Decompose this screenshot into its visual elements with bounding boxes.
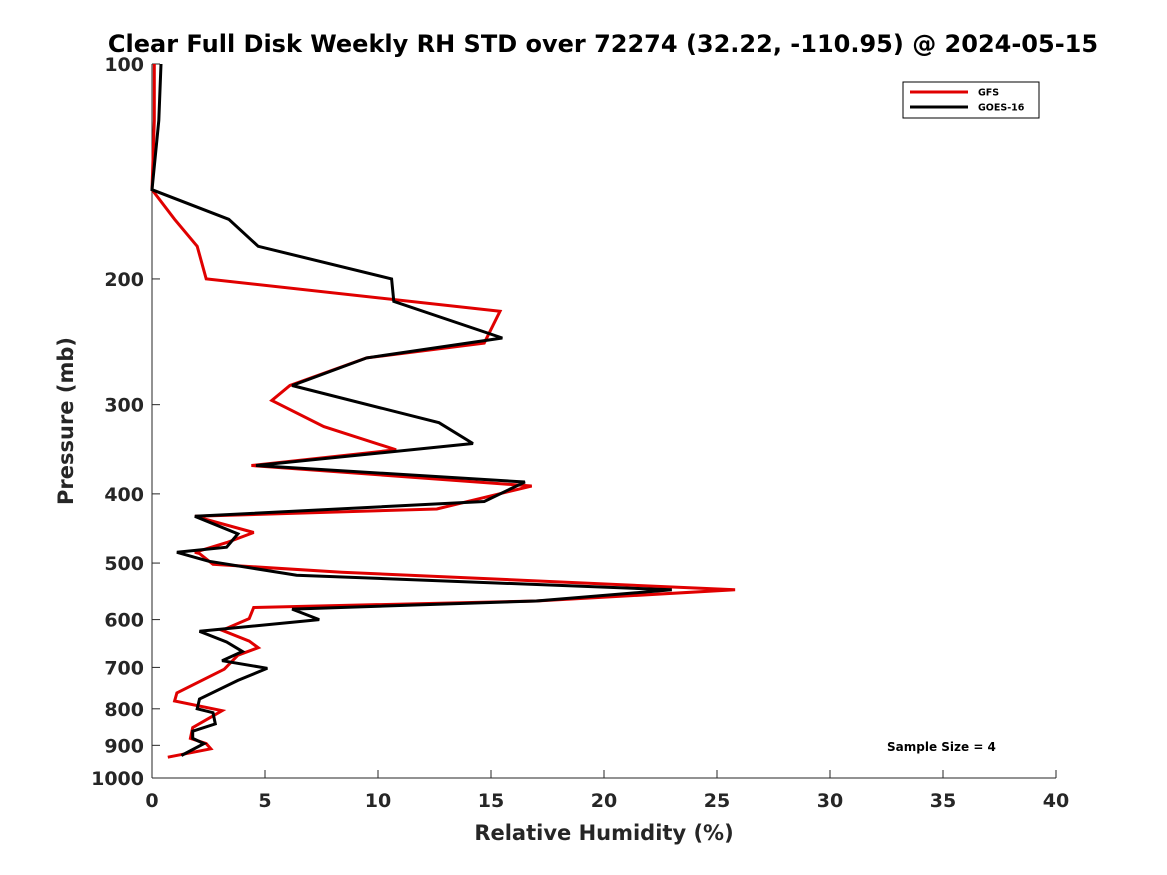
- x-tick-label: 10: [365, 790, 391, 812]
- x-axis-label: Relative Humidity (%): [474, 821, 733, 845]
- y-tick-label: 700: [104, 657, 144, 679]
- y-tick-label: 100: [104, 54, 144, 76]
- y-tick-label: 400: [104, 484, 144, 506]
- plot-area: 0 5 10 15 20 25 30 35 40 100 200 300 400 500 600 700 80…: [91, 54, 1069, 812]
- x-tick-label: 0: [145, 790, 158, 812]
- series-line-gfs: [150, 64, 736, 759]
- y-tick-label: 200: [104, 269, 144, 291]
- x-ticks: 0 5 10 15 20 25 30 35 40: [145, 770, 1069, 812]
- x-tick-label: 30: [817, 790, 843, 812]
- x-tick-label: 15: [478, 790, 504, 812]
- y-ticks: 100 200 300 400 500 600 700 800 900 1000: [91, 54, 160, 790]
- y-tick-label: 1000: [91, 768, 144, 790]
- y-tick-label: 800: [104, 699, 144, 721]
- y-tick-label: 500: [104, 553, 144, 575]
- y-tick-label: 900: [104, 735, 144, 757]
- x-tick-label: 25: [704, 790, 730, 812]
- legend-box: [902, 81, 1040, 119]
- legend-label-goes16: GOES-16: [978, 103, 1025, 114]
- y-tick-label: 600: [104, 610, 144, 632]
- y-tick-label: 300: [104, 395, 144, 417]
- series-line-goes16: [150, 63, 672, 757]
- series-lines: [150, 63, 736, 759]
- x-tick-label: 40: [1043, 790, 1069, 812]
- x-tick-label: 5: [258, 790, 271, 812]
- x-tick-label: 20: [591, 790, 617, 812]
- y-axis-label: Pressure (mb): [54, 337, 78, 505]
- sample-size-annotation: Sample Size = 4: [887, 740, 996, 754]
- x-tick-label: 35: [930, 790, 956, 812]
- chart-title: Clear Full Disk Weekly RH STD over 72274…: [108, 30, 1098, 58]
- legend-label-gfs: GFS: [978, 88, 999, 99]
- legend: GFS GOES-16: [902, 81, 1040, 119]
